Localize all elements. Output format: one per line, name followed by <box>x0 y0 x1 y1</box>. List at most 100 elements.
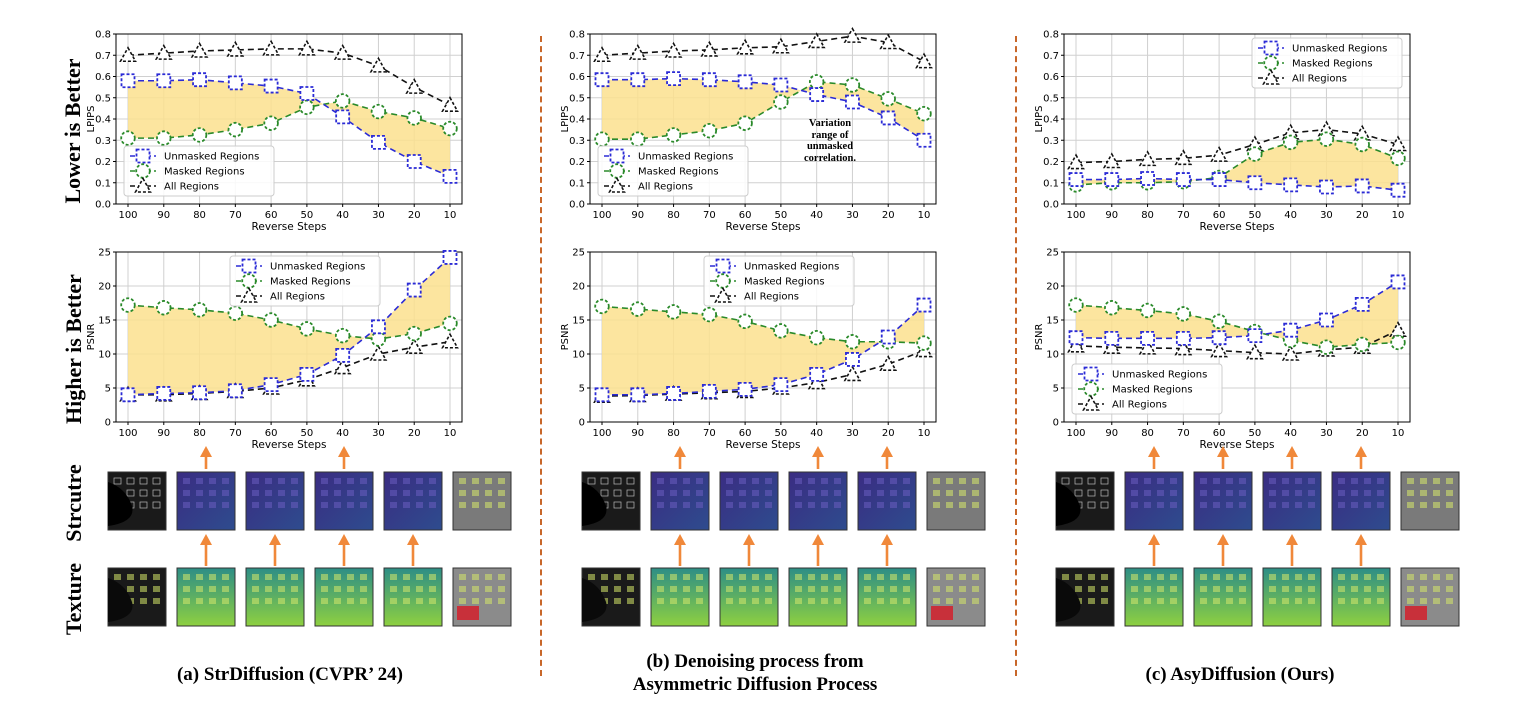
data-point <box>263 78 279 94</box>
thumb-detail <box>1200 478 1207 484</box>
thumb-detail <box>933 586 940 592</box>
series-line <box>127 256 451 396</box>
thumb-detail <box>140 598 147 604</box>
data-point <box>594 387 610 403</box>
thumb-detail <box>752 574 759 580</box>
x-tick-label: 40 <box>810 210 823 221</box>
data-point <box>1104 172 1120 187</box>
x-tick-label: 80 <box>193 428 206 439</box>
thumb-detail <box>1377 502 1384 508</box>
x-tick-label: 30 <box>372 210 385 221</box>
thumb-detail <box>334 598 341 604</box>
series-line <box>602 80 925 140</box>
thumb-detail <box>614 598 621 604</box>
thumb-detail <box>877 502 884 508</box>
thumb-detail <box>472 490 479 496</box>
thumb-detail <box>933 574 940 580</box>
data-point <box>1282 134 1299 151</box>
data-point <box>333 358 352 375</box>
x-tick-label: 50 <box>775 428 788 439</box>
data-point <box>1390 274 1406 290</box>
data-point <box>1104 300 1120 316</box>
data-point <box>442 250 458 265</box>
thumb-detail <box>821 502 828 508</box>
series-line <box>128 340 451 396</box>
thumb-detail <box>1377 490 1384 496</box>
y-tick-label: 0.2 <box>95 157 111 168</box>
data-point <box>843 26 862 43</box>
texture-thumb <box>1262 567 1322 627</box>
data-point <box>192 385 207 401</box>
arrow-to-chart-head <box>812 446 824 457</box>
texture-thumb <box>788 567 848 627</box>
structure-thumb <box>176 471 236 531</box>
data-point <box>773 77 789 93</box>
data-point <box>299 321 315 337</box>
thumb-detail <box>347 478 354 484</box>
data-point <box>441 96 459 112</box>
data-point <box>299 99 315 116</box>
y-tick-label: 0.5 <box>569 93 585 104</box>
data-point <box>227 121 244 138</box>
thumb-detail <box>1075 574 1082 580</box>
data-point <box>1140 171 1155 186</box>
data-point <box>880 329 896 345</box>
data-point <box>701 122 718 139</box>
x-tick-label: 60 <box>739 428 752 439</box>
y-tick-label: 0.0 <box>1043 200 1059 211</box>
series-line <box>601 35 925 63</box>
thumb-detail <box>739 502 746 508</box>
legend-marker <box>609 148 625 164</box>
x-tick-label: 70 <box>703 210 716 221</box>
data-point <box>915 52 933 69</box>
data-point <box>1210 341 1228 358</box>
thumb-detail <box>1377 598 1384 604</box>
y-tick-label: 20 <box>1046 282 1059 293</box>
structure-thumb <box>245 471 305 531</box>
data-point <box>406 154 422 169</box>
y-tick-label: 0.3 <box>95 136 111 147</box>
thumb-detail <box>1338 586 1345 592</box>
thumb-detail <box>472 574 479 580</box>
thumb-detail <box>626 489 635 497</box>
thumb-detail <box>416 490 423 496</box>
data-point <box>299 367 315 382</box>
thumb-detail <box>890 490 897 496</box>
data-point <box>773 377 789 393</box>
y-axis-label: PSNR <box>560 324 571 351</box>
thumb-detail <box>278 586 285 592</box>
thumb-detail <box>139 501 148 509</box>
thumb-detail <box>834 586 841 592</box>
x-tick-label: 50 <box>1249 428 1262 439</box>
legend-marker <box>134 176 152 193</box>
legend-label: Unmasked Regions <box>1292 44 1387 55</box>
x-tick-label: 60 <box>265 428 278 439</box>
x-tick-label: 90 <box>1105 210 1118 221</box>
thumb-detail <box>972 502 979 508</box>
thumb-detail <box>626 501 635 509</box>
annotation-line: unmasked <box>806 141 854 152</box>
thumb-detail <box>1295 490 1302 496</box>
data-point <box>701 306 718 323</box>
thumb-detail <box>739 586 746 592</box>
thumb-detail <box>334 502 341 508</box>
data-point <box>334 327 351 344</box>
thumb-detail <box>291 574 298 580</box>
texture-thumb <box>245 567 305 627</box>
data-point <box>630 301 646 317</box>
arrow-texture-to-structure-head <box>407 534 419 545</box>
thumb-detail <box>765 586 772 592</box>
thumb-detail <box>1295 586 1302 592</box>
x-tick-label: 30 <box>846 428 859 439</box>
thumb-detail <box>429 478 436 484</box>
thumb-detail <box>683 574 690 580</box>
texture-thumb <box>1055 567 1115 627</box>
thumb-detail <box>416 502 423 508</box>
texture-thumb <box>1124 567 1184 627</box>
chart-c-psnr: 0 5 10 15 20 25 100 90 80 70 60 50 40 30 20 10 Reverse S… <box>1034 248 1411 451</box>
thumb-detail <box>600 477 609 485</box>
thumb-detail <box>972 478 979 484</box>
series-line <box>1076 177 1399 191</box>
structure-thumb <box>1400 471 1460 531</box>
thumb-detail <box>139 489 148 497</box>
